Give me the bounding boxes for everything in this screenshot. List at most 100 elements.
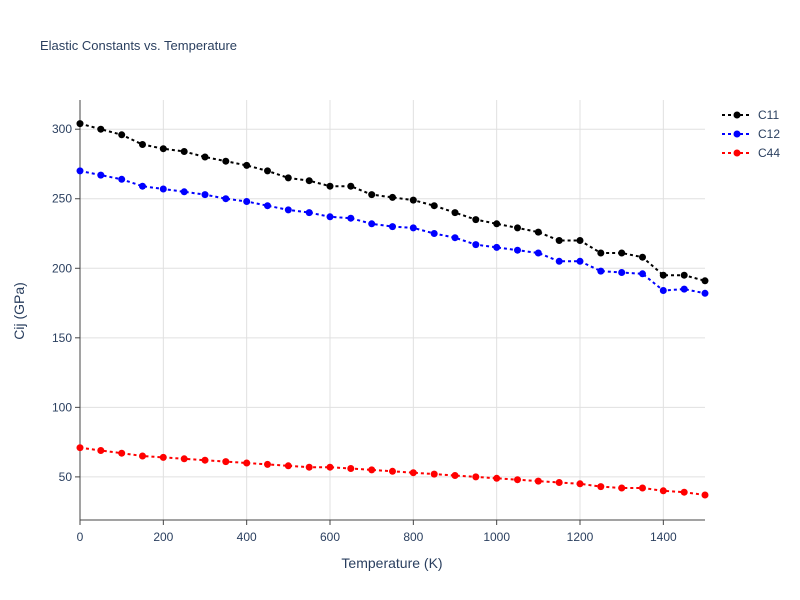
data-point-c44 <box>264 460 271 468</box>
data-point-c12 <box>618 269 626 276</box>
data-point-c12 <box>347 214 355 222</box>
data-point-c12 <box>305 209 313 217</box>
data-point-c44 <box>389 467 396 475</box>
data-point-c11 <box>389 193 396 201</box>
data-point-c11 <box>514 224 521 232</box>
legend-item-c44[interactable]: C44 <box>722 146 780 160</box>
data-point-c11 <box>555 237 563 244</box>
data-point-c12 <box>639 270 646 278</box>
data-point-c44 <box>493 474 501 482</box>
data-point-c12 <box>555 257 563 265</box>
data-point-c12 <box>180 188 188 196</box>
data-point-c44 <box>222 458 230 466</box>
data-point-c12 <box>597 267 605 275</box>
legend-label: C12 <box>758 127 780 141</box>
data-point-c12 <box>514 246 521 254</box>
data-point-c12 <box>701 289 709 297</box>
data-point-c11 <box>409 196 417 204</box>
data-point-c11 <box>118 131 126 139</box>
x-tick-label: 1200 <box>567 530 594 544</box>
x-tick-label: 0 <box>77 530 84 544</box>
data-point-c11 <box>222 157 230 165</box>
legend-label: C44 <box>758 146 780 160</box>
data-point-c44 <box>472 473 480 481</box>
data-point-c11 <box>139 141 146 148</box>
data-point-c44 <box>326 463 334 471</box>
data-point-c44 <box>618 484 626 492</box>
y-tick-label: 150 <box>52 331 72 345</box>
data-point-c44 <box>201 456 209 464</box>
legend[interactable]: C11 C12 C44 <box>722 108 780 160</box>
data-point-c44 <box>639 484 646 492</box>
data-point-c11 <box>639 253 646 261</box>
data-point-c11 <box>284 174 292 182</box>
data-point-c11 <box>659 271 667 279</box>
data-point-c11 <box>243 161 251 169</box>
series-layer <box>76 120 709 499</box>
data-point-c44 <box>534 477 542 485</box>
data-point-c44 <box>430 470 438 478</box>
data-point-c11 <box>264 167 271 175</box>
data-point-c11 <box>159 145 167 153</box>
data-point-c44 <box>451 472 459 479</box>
data-point-c44 <box>180 455 188 463</box>
x-tick-label: 600 <box>320 530 340 544</box>
series-c44 <box>76 444 709 499</box>
data-point-c12 <box>534 249 542 257</box>
data-point-c11 <box>430 202 438 210</box>
axes: 0 200 400 600 800 1000 1200 1400 50 100 150 200 250 3… <box>52 100 705 544</box>
series-line-c11 <box>79 122 706 282</box>
data-point-c12 <box>264 202 271 210</box>
data-point-c12 <box>409 224 417 232</box>
data-point-c44 <box>555 479 563 486</box>
data-point-c11 <box>701 277 709 285</box>
data-point-c44 <box>347 465 355 472</box>
data-point-c44 <box>76 444 84 452</box>
data-point-c12 <box>243 198 251 205</box>
y-tick-label: 250 <box>52 192 72 206</box>
data-point-c44 <box>409 469 417 477</box>
data-point-c44 <box>97 447 105 454</box>
data-point-c12 <box>139 182 146 190</box>
data-point-c12 <box>97 171 105 179</box>
legend-label: C11 <box>758 108 779 122</box>
data-point-c12 <box>368 220 376 228</box>
data-point-c44 <box>243 459 251 467</box>
data-point-c44 <box>284 462 292 470</box>
data-point-c12 <box>284 206 292 214</box>
grid <box>80 100 705 520</box>
data-point-c44 <box>159 453 167 461</box>
y-tick-label: 300 <box>52 122 72 136</box>
data-point-c11 <box>680 271 688 279</box>
data-point-c44 <box>139 452 146 460</box>
legend-swatch-marker <box>733 149 741 157</box>
data-point-c11 <box>534 228 542 236</box>
data-point-c11 <box>576 237 584 244</box>
data-point-c12 <box>472 241 480 249</box>
legend-swatch-marker <box>733 111 741 119</box>
data-point-c44 <box>368 466 376 474</box>
data-point-c44 <box>701 491 709 499</box>
data-point-c11 <box>201 153 209 161</box>
legend-item-c11[interactable]: C11 <box>722 108 779 122</box>
data-point-c11 <box>305 177 313 185</box>
series-c12 <box>76 167 709 297</box>
data-point-c12 <box>389 223 396 231</box>
data-point-c44 <box>659 487 667 495</box>
y-tick-label: 200 <box>52 261 72 275</box>
data-point-c11 <box>451 209 459 217</box>
data-point-c44 <box>514 476 521 484</box>
legend-item-c12[interactable]: C12 <box>722 127 780 141</box>
data-point-c11 <box>618 249 626 257</box>
data-point-c44 <box>118 449 126 457</box>
data-point-c44 <box>680 488 688 496</box>
data-point-c12 <box>493 243 501 251</box>
data-point-c11 <box>347 182 355 190</box>
data-point-c12 <box>118 175 126 183</box>
x-axis-title: Temperature (K) <box>341 555 442 571</box>
data-point-c11 <box>368 191 376 199</box>
data-point-c44 <box>597 483 605 491</box>
data-point-c11 <box>76 120 84 128</box>
data-point-c12 <box>201 191 209 199</box>
data-point-c12 <box>680 285 688 293</box>
